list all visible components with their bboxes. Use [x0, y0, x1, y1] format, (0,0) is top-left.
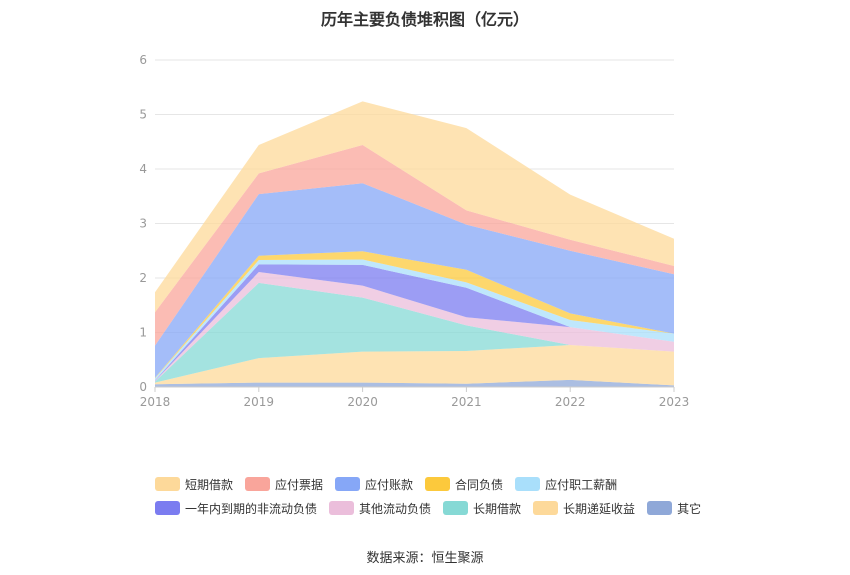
- x-tick-label: 2023: [659, 395, 690, 409]
- legend-item[interactable]: 应付职工薪酬: [515, 476, 617, 493]
- legend-label: 合同负债: [455, 477, 504, 492]
- legend-swatch: [329, 501, 355, 515]
- y-tick-label: 2: [139, 271, 147, 285]
- legend-label: 长期递延收益: [563, 501, 636, 516]
- legend-item[interactable]: 其它: [647, 500, 701, 517]
- legend-label: 应付职工薪酬: [545, 477, 618, 492]
- legend-item[interactable]: 应付账款: [335, 476, 413, 493]
- x-tick-label: 2019: [244, 395, 275, 409]
- y-tick-label: 4: [139, 162, 147, 176]
- area-series: [155, 101, 674, 313]
- legend-label: 短期借款: [185, 477, 234, 492]
- area-series: [155, 264, 674, 381]
- legend-swatch: [155, 501, 180, 515]
- legend-label: 应付票据: [275, 477, 324, 492]
- stacked-area-chart: 0 1 2 3 4 5 6 2018 2019 2020 2021 2022 2023: [139, 53, 690, 409]
- area-series: [155, 345, 674, 386]
- chart-title: 历年主要负债堆积图（亿元）: [320, 10, 529, 29]
- x-tick-label: 2018: [140, 395, 171, 409]
- legend-label: 一年内到期的非流动负债: [185, 501, 318, 516]
- legend-item[interactable]: 长期递延收益: [533, 500, 635, 517]
- legend-swatch: [155, 477, 180, 491]
- legend-swatch: [335, 477, 361, 491]
- y-tick-label: 0: [139, 380, 147, 394]
- legend-label: 其他流动负债: [359, 501, 432, 516]
- legend-swatch: [425, 477, 451, 491]
- y-tick-label: 5: [139, 108, 147, 122]
- legend-item[interactable]: 短期借款: [155, 476, 233, 493]
- area-series: [155, 251, 674, 379]
- legend-item[interactable]: 一年内到期的非流动负债: [155, 500, 317, 517]
- legend-item[interactable]: 其他流动负债: [329, 500, 431, 517]
- legend-swatch: [443, 501, 469, 515]
- y-tick-label: 1: [139, 326, 147, 340]
- x-tick-label: 2020: [347, 395, 378, 409]
- legend-row: 一年内到期的非流动负债 其他流动负债 长期借款 长期递延收益 其它: [155, 496, 715, 520]
- y-tick-label: 3: [139, 217, 147, 231]
- legend-swatch: [245, 477, 271, 491]
- area-series: [155, 282, 674, 383]
- legend-label: 应付账款: [365, 477, 414, 492]
- legend-item[interactable]: 合同负债: [425, 476, 503, 493]
- legend: 短期借款 应付票据 应付账款 合同负债 应付职工薪酬 一年内到期的非流动负债 其他流动负债…: [155, 472, 715, 520]
- legend-swatch: [515, 477, 541, 491]
- data-source: 数据来源：恒生聚源: [366, 551, 484, 566]
- legend-row: 短期借款 应付票据 应付账款 合同负债 应付职工薪酬: [155, 472, 715, 496]
- y-tick-label: 6: [139, 53, 147, 67]
- legend-label: 长期借款: [473, 501, 522, 516]
- legend-item[interactable]: 应付票据: [245, 476, 323, 493]
- area-series: [155, 183, 674, 378]
- x-tick-label: 2021: [451, 395, 482, 409]
- area-series: [155, 145, 674, 346]
- legend-swatch: [533, 501, 559, 515]
- legend-label: 其它: [677, 501, 702, 516]
- legend-item[interactable]: 长期借款: [443, 500, 521, 517]
- legend-swatch: [647, 501, 673, 515]
- x-tick-label: 2022: [555, 395, 586, 409]
- area-series: [155, 379, 674, 387]
